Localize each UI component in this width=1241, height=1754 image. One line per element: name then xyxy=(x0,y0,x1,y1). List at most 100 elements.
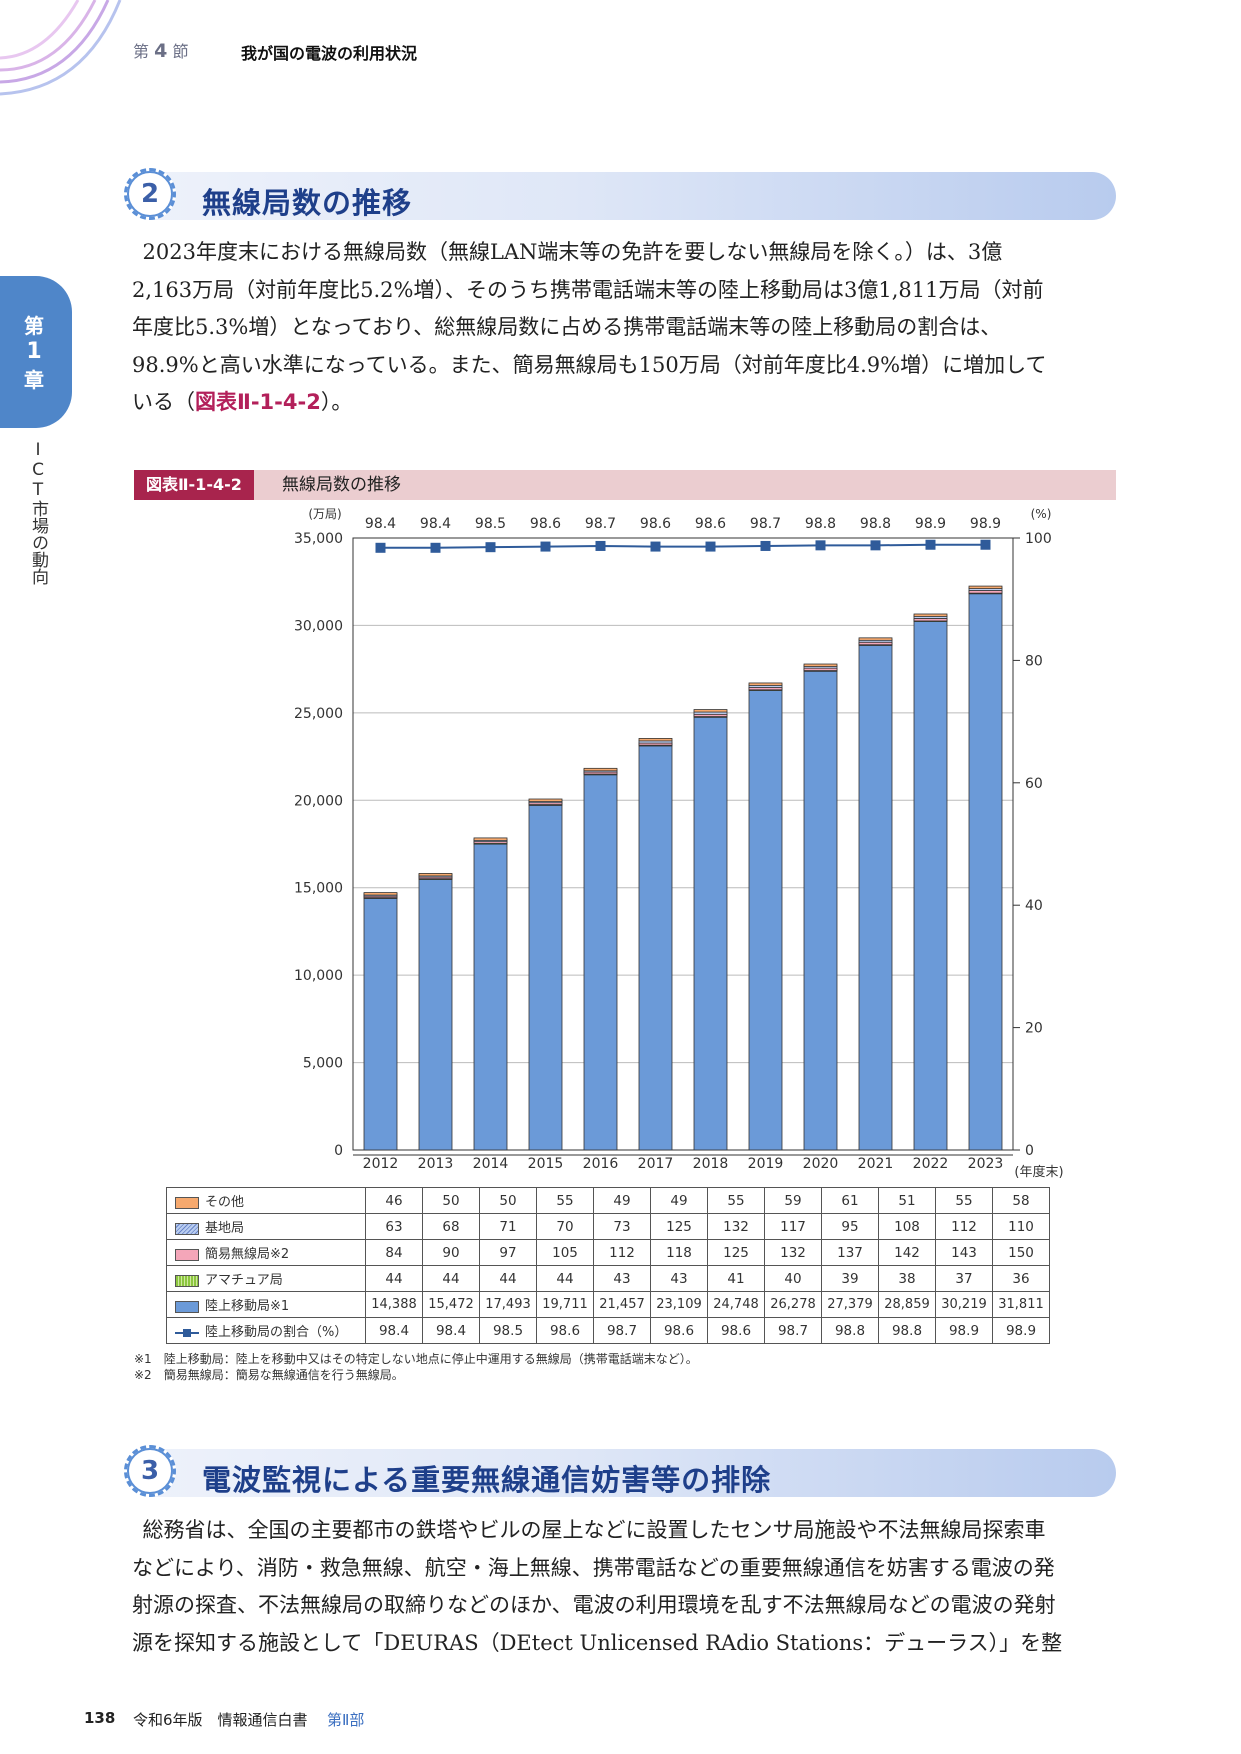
table-cell: 98.7 xyxy=(593,1317,651,1344)
table-cell: 95 xyxy=(821,1213,879,1240)
row-label: 簡易無線局※2 xyxy=(166,1239,366,1266)
legend-swatch xyxy=(175,1196,199,1209)
bar-segment xyxy=(693,709,728,713)
table-cell: 59 xyxy=(764,1187,822,1214)
table-row: 陸上移動局の割合（%） 98.4 98.4 98.5 98.6 98.7 98.6 98.6 9… xyxy=(166,1317,1050,1344)
table-row: 陸上移動局※1 14,388 15,472 17,493 19,711 21,457 23,… xyxy=(166,1291,1050,1318)
table-cell: 73 xyxy=(593,1213,651,1240)
table-cell: 118 xyxy=(650,1239,708,1266)
line-point xyxy=(430,542,441,553)
chapter-tab[interactable]: 第 1 章 xyxy=(0,276,72,428)
table-cell: 84 xyxy=(365,1239,423,1266)
table-cell: 63 xyxy=(365,1213,423,1240)
table-cell: 98.9 xyxy=(935,1317,993,1344)
x-tick-label: 2019 xyxy=(748,1156,784,1172)
table-row: その他 46 50 50 55 49 49 55 59 61 51 55 58 xyxy=(166,1187,1050,1214)
table-cell: 98.4 xyxy=(422,1317,480,1344)
table-cell: 26,278 xyxy=(764,1291,822,1318)
line-point xyxy=(485,542,496,553)
table-cell: 51 xyxy=(878,1187,936,1214)
y-tick-label: 30,000 xyxy=(294,618,343,634)
y2-unit-label: (%) xyxy=(1031,507,1052,521)
bar-segment xyxy=(693,716,728,1151)
row-label: その他 xyxy=(166,1187,366,1214)
table-row: 基地局 63 68 71 70 73 125 132 117 95 108 112 110 xyxy=(166,1213,1050,1240)
figure-reference-link[interactable]: 図表Ⅱ-1-4-2 xyxy=(195,390,321,414)
table-cell: 98.8 xyxy=(878,1317,936,1344)
y-tick-label: 5,000 xyxy=(303,1056,343,1072)
table-cell: 17,493 xyxy=(479,1291,537,1318)
section3-paragraph: 総務省は、全国の主要都市の鉄塔やビルの屋上などに設置したセンサ局施設や不法無線局… xyxy=(132,1518,1063,1655)
footnote-2: ※2 簡易無線局：簡易な無線通信を行う無線局。 xyxy=(134,1368,404,1382)
bar-segment xyxy=(858,637,893,641)
table-cell: 41 xyxy=(707,1265,765,1292)
figure-title: 無線局数の推移 xyxy=(282,475,401,495)
bar-segment xyxy=(473,843,508,1151)
row-label: 基地局 xyxy=(166,1213,366,1240)
y-tick-label: 15,000 xyxy=(294,881,343,897)
legend-swatch xyxy=(175,1222,199,1235)
line-data-label: 98.5 xyxy=(475,516,506,532)
y2-tick-label: 0 xyxy=(1025,1143,1034,1159)
y-tick-label: 10,000 xyxy=(294,968,343,984)
y2-tick-label: 40 xyxy=(1025,898,1043,914)
line-point xyxy=(980,539,991,550)
y2-tick-label: 100 xyxy=(1025,531,1052,547)
bar-segment xyxy=(363,898,398,1151)
chart-data-table: その他 46 50 50 55 49 49 55 59 61 51 55 58 基地局 63 68 71 70 73… xyxy=(166,1187,1050,1344)
figure-caption-bar: 図表Ⅱ-1-4-2 無線局数の推移 xyxy=(134,470,1116,500)
x-tick-label: 2022 xyxy=(913,1156,949,1172)
table-cell: 112 xyxy=(593,1239,651,1266)
table-cell: 37 xyxy=(935,1265,993,1292)
table-cell: 98.7 xyxy=(764,1317,822,1344)
table-cell: 137 xyxy=(821,1239,879,1266)
table-cell: 71 xyxy=(479,1213,537,1240)
table-cell: 98.6 xyxy=(536,1317,594,1344)
table-cell: 36 xyxy=(992,1265,1050,1292)
footer-book-title: 令和6年版 情報通信白書 xyxy=(133,1711,308,1729)
bar-segment xyxy=(473,837,508,841)
y-tick-label: 20,000 xyxy=(294,793,343,809)
table-cell: 49 xyxy=(650,1187,708,1214)
table-cell: 55 xyxy=(536,1187,594,1214)
legend-swatch xyxy=(175,1300,199,1313)
x-unit-label: (年度末) xyxy=(1014,1164,1063,1180)
bar-segment xyxy=(913,621,948,1151)
corner-decoration xyxy=(0,0,122,96)
line-data-label: 98.9 xyxy=(915,516,946,532)
table-cell: 44 xyxy=(422,1265,480,1292)
table-cell: 49 xyxy=(593,1187,651,1214)
line-point xyxy=(760,540,771,551)
line-data-label: 98.6 xyxy=(695,516,726,532)
chapter-tab-suffix: 章 xyxy=(24,368,44,392)
line-data-label: 98.6 xyxy=(530,516,561,532)
legend-swatch xyxy=(175,1274,199,1287)
line-point xyxy=(650,541,661,552)
bar-segment xyxy=(803,663,838,667)
table-cell: 90 xyxy=(422,1239,480,1266)
table-cell: 58 xyxy=(992,1187,1050,1214)
legend-swatch xyxy=(175,1248,199,1261)
footer-part[interactable]: 第Ⅱ部 xyxy=(327,1711,365,1729)
chapter-vertical-title: ICT市場の動向 xyxy=(28,440,48,585)
line-data-label: 98.4 xyxy=(365,516,396,532)
chapter-tab-number: 1 xyxy=(26,339,42,364)
table-cell: 50 xyxy=(479,1187,537,1214)
bar-segment xyxy=(968,593,1003,1151)
y-tick-label: 35,000 xyxy=(294,531,343,547)
table-cell: 39 xyxy=(821,1265,879,1292)
table-cell: 44 xyxy=(479,1265,537,1292)
y-tick-label: 0 xyxy=(334,1143,343,1159)
table-cell: 21,457 xyxy=(593,1291,651,1318)
table-cell: 125 xyxy=(650,1213,708,1240)
table-cell: 44 xyxy=(365,1265,423,1292)
table-cell: 97 xyxy=(479,1239,537,1266)
y2-tick-label: 60 xyxy=(1025,776,1043,792)
line-point xyxy=(540,541,551,552)
table-cell: 98.6 xyxy=(650,1317,708,1344)
table-cell: 143 xyxy=(935,1239,993,1266)
table-cell: 70 xyxy=(536,1213,594,1240)
table-cell: 98.8 xyxy=(821,1317,879,1344)
line-point xyxy=(925,539,936,550)
table-cell: 28,859 xyxy=(878,1291,936,1318)
